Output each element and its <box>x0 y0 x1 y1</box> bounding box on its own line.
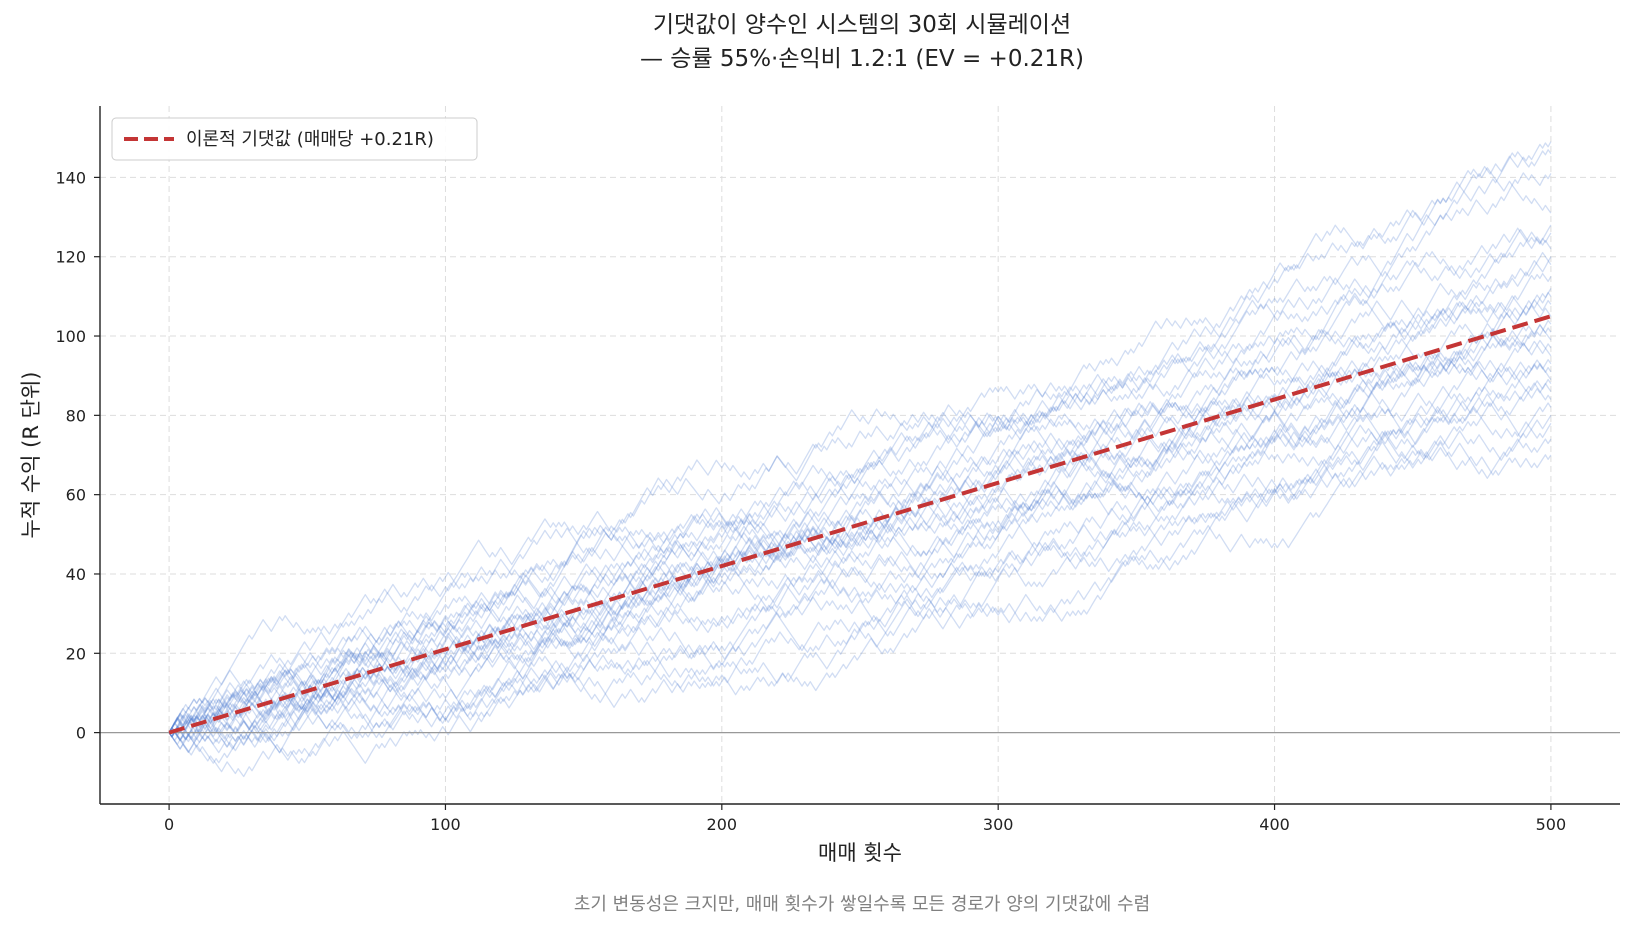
y-tick-label-120: 120 <box>55 248 86 267</box>
simulation-path-30 <box>168 442 1552 738</box>
y-tick-label-0: 0 <box>76 724 86 743</box>
simulation-path-13 <box>168 295 1552 733</box>
axes <box>99 106 1620 805</box>
simulation-path-6 <box>168 227 1552 744</box>
x-tick-label-100: 100 <box>430 815 461 834</box>
simulation-path-11 <box>168 288 1552 733</box>
x-axis-label: 매매 횟수 <box>818 841 902 865</box>
expected-value-line <box>168 314 1552 735</box>
simulation-path-4 <box>168 167 1552 740</box>
simulation-paths <box>168 141 1552 778</box>
simulation-path-7 <box>168 228 1552 750</box>
simulation-path-19 <box>168 334 1552 733</box>
y-tick-label-100: 100 <box>55 327 86 346</box>
simulation-path-2 <box>168 149 1552 733</box>
chart-title-line-2: — 승률 55%·손익비 1.2:1 (EV = +0.21R) <box>640 46 1084 72</box>
x-tick-label-300: 300 <box>983 815 1014 834</box>
simulation-path-16 <box>168 324 1552 738</box>
legend: 이론적 기댓값 (매매당 +0.21R) <box>111 117 478 161</box>
simulation-path-24 <box>168 382 1552 733</box>
simulation-path-9 <box>168 251 1552 754</box>
legend-box <box>111 117 478 161</box>
x-tick-label-200: 200 <box>707 815 738 834</box>
simulation-path-28 <box>168 405 1552 740</box>
y-tick-label-60: 60 <box>66 486 86 505</box>
legend-entry-expected-value: 이론적 기댓값 (매매당 +0.21R) <box>186 129 434 150</box>
simulation-path-22 <box>168 362 1552 744</box>
chart-title-line-1: 기댓값이 양수인 시스템의 30회 시뮬레이션 <box>653 12 1071 38</box>
simulation-path-3 <box>168 172 1552 733</box>
simulation-path-26 <box>168 396 1552 735</box>
tick-labels: 0 100 200 300 400 500 0 20 40 60 80 100 120 140 <box>55 168 1566 834</box>
simulation-path-29 <box>168 438 1552 739</box>
y-tick-label-80: 80 <box>66 406 86 425</box>
x-tick-label-500: 500 <box>1536 815 1567 834</box>
y-tick-label-20: 20 <box>66 644 86 663</box>
simulation-path-27 <box>168 414 1552 738</box>
simulation-path-17 <box>168 324 1552 754</box>
chart-caption: 초기 변동성은 크지만, 매매 횟수가 쌓일수록 모든 경로가 양의 기댓값에 … <box>574 894 1150 915</box>
x-tick-label-0: 0 <box>164 815 174 834</box>
simulation-path-25 <box>168 382 1552 742</box>
simulation-path-5 <box>168 224 1552 733</box>
simulation-path-1 <box>168 141 1552 736</box>
simulation-path-21 <box>168 359 1552 764</box>
x-tick-label-400: 400 <box>1259 815 1290 834</box>
simulation-path-20 <box>168 359 1552 742</box>
y-tick-label-40: 40 <box>66 565 86 584</box>
simulation-path-12 <box>168 291 1552 743</box>
simulation-path-14 <box>168 301 1552 748</box>
simulation-path-18 <box>168 342 1552 764</box>
simulation-path-8 <box>168 256 1552 737</box>
grid <box>100 106 1620 804</box>
y-tick-label-140: 140 <box>55 168 86 187</box>
y-axis-label: 누적 수익 (R 단위) <box>19 372 43 539</box>
